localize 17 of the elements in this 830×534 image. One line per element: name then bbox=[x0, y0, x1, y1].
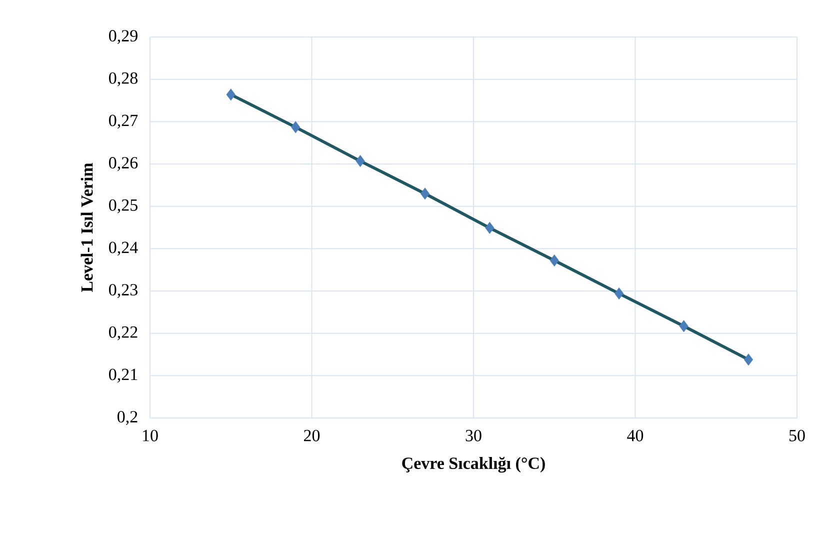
y-tick-label: 0,2 bbox=[118, 411, 138, 425]
x-tick-label: 10 bbox=[142, 430, 158, 442]
y-tick-label: 0,26 bbox=[109, 157, 138, 171]
x-tick-label: 50 bbox=[789, 430, 805, 442]
y-tick-label: 0,27 bbox=[109, 114, 138, 129]
y-tick-label: 0,24 bbox=[109, 242, 138, 256]
y-axis-title: Level-1 Isıl Verim bbox=[80, 162, 93, 292]
y-tick-label: 0,28 bbox=[109, 72, 138, 86]
y-tick-label: 0,29 bbox=[109, 30, 138, 44]
x-tick-label: 30 bbox=[466, 430, 482, 442]
x-tick-label: 40 bbox=[627, 430, 644, 442]
y-tick-label: 0,22 bbox=[109, 326, 138, 340]
x-tick-label: 20 bbox=[304, 430, 320, 442]
y-tick-label: 0,21 bbox=[109, 368, 138, 383]
y-tick-label: 0,25 bbox=[109, 199, 138, 214]
y-tick-label: 0,23 bbox=[109, 284, 138, 298]
x-axis-title: Çevre Sıcaklığı (°C) bbox=[402, 456, 545, 473]
